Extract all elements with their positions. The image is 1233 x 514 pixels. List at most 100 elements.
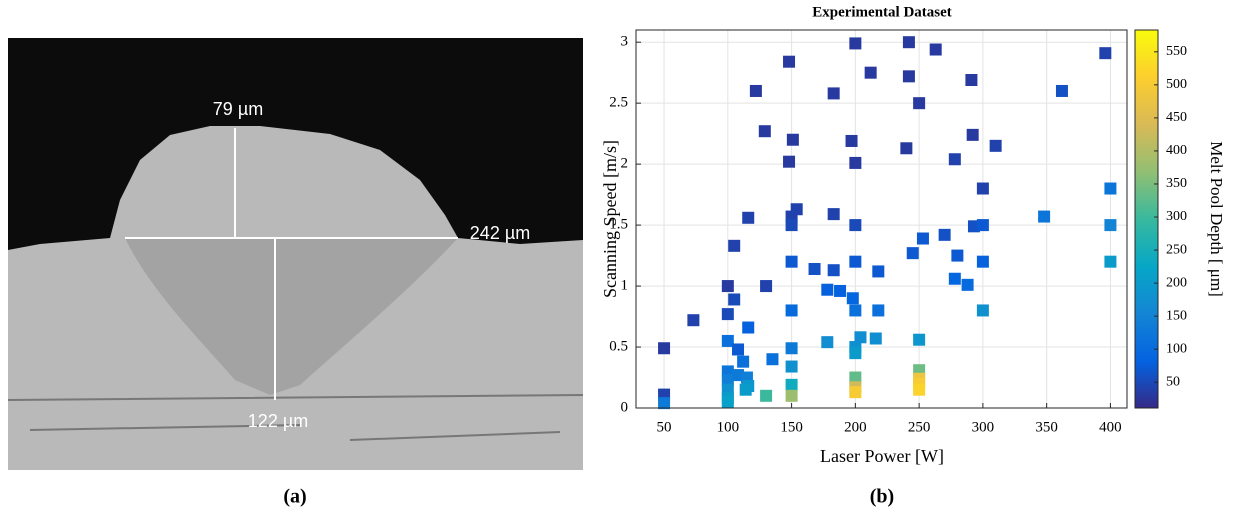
x-tick-label: 350 bbox=[1035, 419, 1058, 435]
point bbox=[785, 389, 798, 402]
point bbox=[849, 371, 862, 384]
point bbox=[976, 255, 989, 268]
point bbox=[821, 336, 834, 349]
x-tick-label: 50 bbox=[657, 419, 672, 435]
point bbox=[989, 139, 1002, 152]
point bbox=[785, 342, 798, 355]
point bbox=[872, 304, 885, 317]
y-tick-label: 1.5 bbox=[609, 217, 628, 233]
point bbox=[948, 272, 961, 285]
point bbox=[976, 182, 989, 195]
colorbar-tick-label: 200 bbox=[1166, 275, 1187, 290]
point bbox=[658, 397, 671, 410]
y-tick-label: 0.5 bbox=[609, 338, 628, 354]
point bbox=[721, 280, 734, 293]
colorbar-tick-label: 400 bbox=[1166, 143, 1187, 158]
y-tick-label: 2 bbox=[621, 156, 629, 172]
colorbar-tick-label: 350 bbox=[1166, 176, 1187, 191]
point bbox=[760, 389, 773, 402]
x-tick-label: 200 bbox=[844, 419, 867, 435]
point bbox=[849, 347, 862, 360]
point bbox=[827, 87, 840, 100]
point bbox=[758, 125, 771, 138]
y-axis-label: Scanning Speed [m/s] bbox=[600, 140, 620, 298]
point bbox=[965, 73, 978, 86]
point bbox=[821, 283, 834, 296]
x-axis-label: Laser Power [W] bbox=[820, 446, 944, 466]
point bbox=[849, 386, 862, 399]
point bbox=[687, 314, 700, 327]
colorbar-tick-label: 100 bbox=[1166, 341, 1187, 356]
point bbox=[1099, 47, 1112, 60]
colorbar-tick-label: 50 bbox=[1166, 374, 1180, 389]
colorbar-tick-label: 300 bbox=[1166, 209, 1187, 224]
x-tick-label: 300 bbox=[972, 419, 995, 435]
x-tick-label: 100 bbox=[717, 419, 740, 435]
point bbox=[948, 153, 961, 166]
point bbox=[849, 219, 862, 232]
y-tick-label: 1 bbox=[621, 278, 629, 294]
plot-frame bbox=[635, 29, 1128, 409]
point bbox=[721, 308, 734, 321]
y-tick-label: 3 bbox=[621, 34, 629, 50]
point bbox=[728, 293, 741, 306]
point bbox=[913, 383, 926, 396]
point bbox=[902, 70, 915, 83]
point bbox=[849, 304, 862, 317]
colorbar-tick-label: 450 bbox=[1166, 110, 1187, 125]
panel-caption: (a) bbox=[283, 486, 306, 508]
point bbox=[846, 292, 859, 305]
colorbar-tick-label: 500 bbox=[1166, 77, 1187, 92]
colorbar bbox=[1134, 29, 1159, 409]
point bbox=[783, 155, 796, 168]
point bbox=[749, 84, 762, 97]
point bbox=[783, 55, 796, 68]
micrograph: 79 µm 242 µm 122 µm bbox=[7, 38, 584, 470]
point bbox=[849, 156, 862, 169]
point bbox=[785, 219, 798, 232]
point bbox=[785, 378, 798, 391]
point bbox=[1104, 219, 1117, 232]
point bbox=[900, 142, 913, 155]
point bbox=[785, 255, 798, 268]
point bbox=[976, 219, 989, 232]
point bbox=[854, 331, 867, 344]
point bbox=[766, 353, 779, 366]
point bbox=[721, 373, 734, 386]
point bbox=[976, 304, 989, 317]
point bbox=[869, 332, 882, 345]
point bbox=[827, 264, 840, 277]
point bbox=[906, 247, 919, 260]
x-tick-label: 150 bbox=[780, 419, 803, 435]
point bbox=[951, 249, 964, 262]
point bbox=[827, 208, 840, 221]
melt-pool bbox=[125, 238, 458, 395]
point bbox=[966, 128, 979, 141]
point bbox=[913, 333, 926, 346]
point bbox=[849, 37, 862, 50]
texture bbox=[7, 394, 584, 441]
point bbox=[938, 228, 951, 241]
measure-label: 122 µm bbox=[248, 411, 308, 431]
x-tick-label: 400 bbox=[1099, 419, 1122, 435]
point bbox=[785, 360, 798, 373]
point bbox=[845, 134, 858, 147]
point bbox=[902, 36, 915, 49]
measure-label: 242 µm bbox=[470, 223, 530, 243]
colorbar-tick-label: 250 bbox=[1166, 242, 1187, 257]
colorbar-label: Melt Pool Depth [ μm] bbox=[1207, 141, 1226, 297]
point bbox=[732, 343, 745, 356]
point bbox=[739, 383, 752, 396]
point bbox=[864, 66, 877, 79]
point bbox=[961, 278, 974, 291]
colorbar-tick-label: 150 bbox=[1166, 308, 1187, 323]
y-tick-label: 0 bbox=[621, 399, 629, 415]
y-tick-label: 2.5 bbox=[609, 95, 628, 111]
point bbox=[1104, 255, 1117, 268]
point bbox=[760, 280, 773, 293]
point bbox=[1055, 84, 1068, 97]
point bbox=[872, 265, 885, 278]
point bbox=[737, 355, 750, 368]
x-tick-label: 250 bbox=[908, 419, 931, 435]
